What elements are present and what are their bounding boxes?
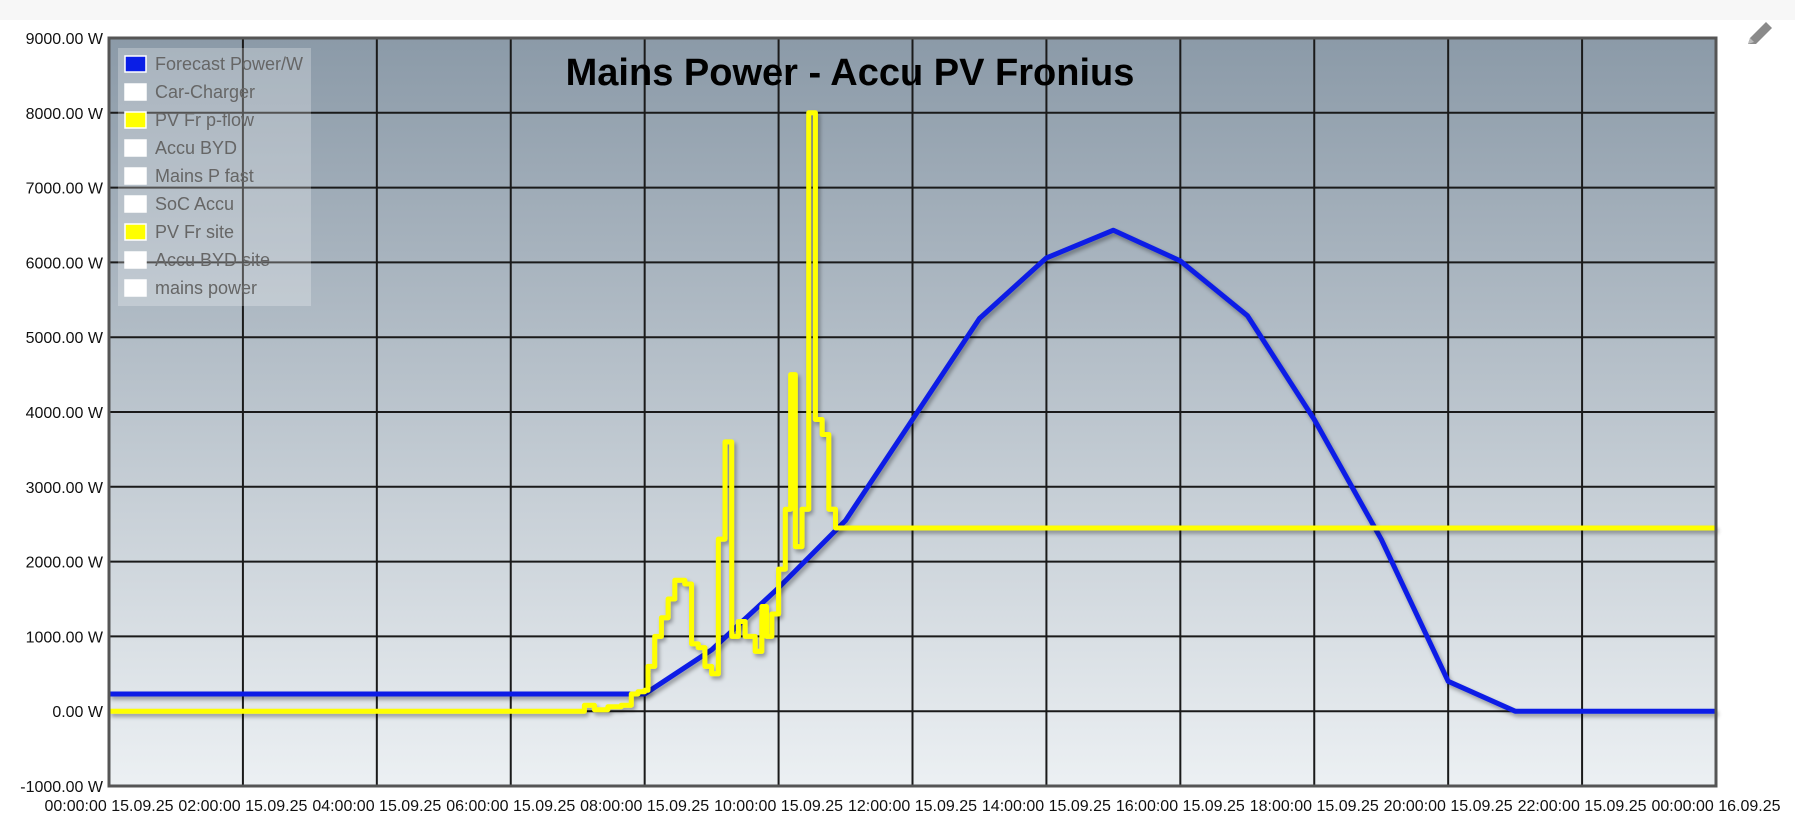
legend-item[interactable]: Accu BYD site — [124, 250, 270, 270]
y-tick-label: 8000.00 W — [26, 106, 104, 123]
legend-swatch — [124, 111, 147, 129]
legend-label: Accu BYD site — [155, 250, 270, 270]
legend: Forecast Power/W Car-Charger PV Fr p-flow A… — [118, 48, 311, 306]
legend-background — [118, 48, 311, 306]
y-axis: 9000.00 W 8000.00 W 7000.00 W 6000.00 W 5000… — [20, 31, 104, 796]
legend-item[interactable]: Mains P fast — [124, 166, 254, 186]
top-bar — [0, 0, 1795, 20]
legend-swatch — [124, 251, 147, 269]
legend-label: Accu BYD — [155, 138, 237, 158]
x-tick-label: 08:00:00 15.09.25 — [580, 798, 709, 815]
x-tick-label: 16:00:00 15.09.25 — [1116, 798, 1245, 815]
legend-item[interactable]: mains power — [124, 278, 257, 298]
legend-label: Mains P fast — [155, 166, 254, 186]
series-layer — [109, 110, 1716, 714]
y-tick-label: 5000.00 W — [26, 330, 104, 347]
x-tick-label: 06:00:00 15.09.25 — [446, 798, 575, 815]
y-tick-label: -1000.00 W — [20, 779, 104, 796]
series-line — [109, 110, 1716, 714]
legend-swatch — [124, 55, 147, 73]
series-line — [109, 227, 1716, 714]
legend-item[interactable]: Accu BYD — [124, 138, 237, 158]
legend-swatch — [124, 83, 147, 101]
legend-label: Forecast Power/W — [155, 54, 303, 74]
x-tick-label: 12:00:00 15.09.25 — [848, 798, 977, 815]
legend-label: PV Fr site — [155, 222, 234, 242]
legend-swatch — [124, 223, 147, 241]
legend-label: Car-Charger — [155, 82, 255, 102]
legend-swatch — [124, 139, 147, 157]
legend-item[interactable]: SoC Accu — [124, 194, 234, 214]
x-tick-label: 14:00:00 15.09.25 — [982, 798, 1111, 815]
chart-title: Mains Power - Accu PV Fronius — [566, 52, 1135, 94]
x-tick-label: 00:00:00 16.09.25 — [1651, 798, 1780, 815]
x-tick-label: 02:00:00 15.09.25 — [178, 798, 307, 815]
legend-label: SoC Accu — [155, 194, 234, 214]
edit-button[interactable] — [1740, 14, 1780, 54]
legend-label: mains power — [155, 278, 257, 298]
y-tick-label: 1000.00 W — [26, 629, 104, 646]
legend-item[interactable]: Car-Charger — [124, 82, 255, 102]
legend-label: PV Fr p-flow — [155, 110, 255, 130]
x-tick-label: 00:00:00 15.09.25 — [44, 798, 173, 815]
x-tick-label: 04:00:00 15.09.25 — [312, 798, 441, 815]
y-tick-label: 9000.00 W — [26, 31, 104, 48]
x-tick-label: 22:00:00 15.09.25 — [1518, 798, 1647, 815]
x-axis: 00:00:00 15.09.25 02:00:00 15.09.25 04:00:… — [44, 798, 1780, 815]
y-tick-label: 0.00 W — [52, 704, 104, 721]
legend-swatch — [124, 195, 147, 213]
y-tick-label: 4000.00 W — [26, 405, 104, 422]
x-tick-label: 18:00:00 15.09.25 — [1250, 798, 1379, 815]
x-tick-label: 10:00:00 15.09.25 — [714, 798, 843, 815]
x-tick-label: 20:00:00 15.09.25 — [1384, 798, 1513, 815]
y-tick-label: 6000.00 W — [26, 255, 104, 272]
plot-frame — [107, 36, 1718, 788]
y-tick-label: 2000.00 W — [26, 555, 104, 572]
legend-swatch — [124, 167, 147, 185]
y-tick-label: 3000.00 W — [26, 480, 104, 497]
pencil-icon — [1748, 22, 1772, 44]
legend-item[interactable]: Forecast Power/W — [124, 54, 303, 74]
legend-swatch — [124, 279, 147, 297]
y-tick-label: 7000.00 W — [26, 181, 104, 198]
legend-item[interactable]: PV Fr p-flow — [124, 110, 255, 130]
legend-item[interactable]: PV Fr site — [124, 222, 234, 242]
